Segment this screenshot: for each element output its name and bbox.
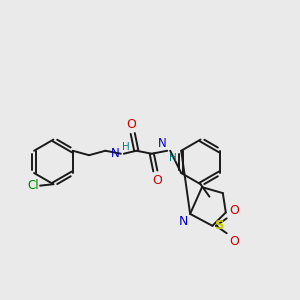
Text: N: N — [111, 147, 119, 160]
Text: O: O — [152, 174, 162, 187]
Text: O: O — [126, 118, 136, 130]
Text: N: N — [158, 137, 166, 150]
Text: N: N — [178, 215, 188, 228]
Text: Cl: Cl — [27, 179, 38, 192]
Text: O: O — [229, 235, 239, 248]
Text: H: H — [169, 153, 176, 163]
Text: S: S — [215, 219, 224, 232]
Text: O: O — [229, 204, 239, 217]
Text: H: H — [122, 142, 130, 152]
